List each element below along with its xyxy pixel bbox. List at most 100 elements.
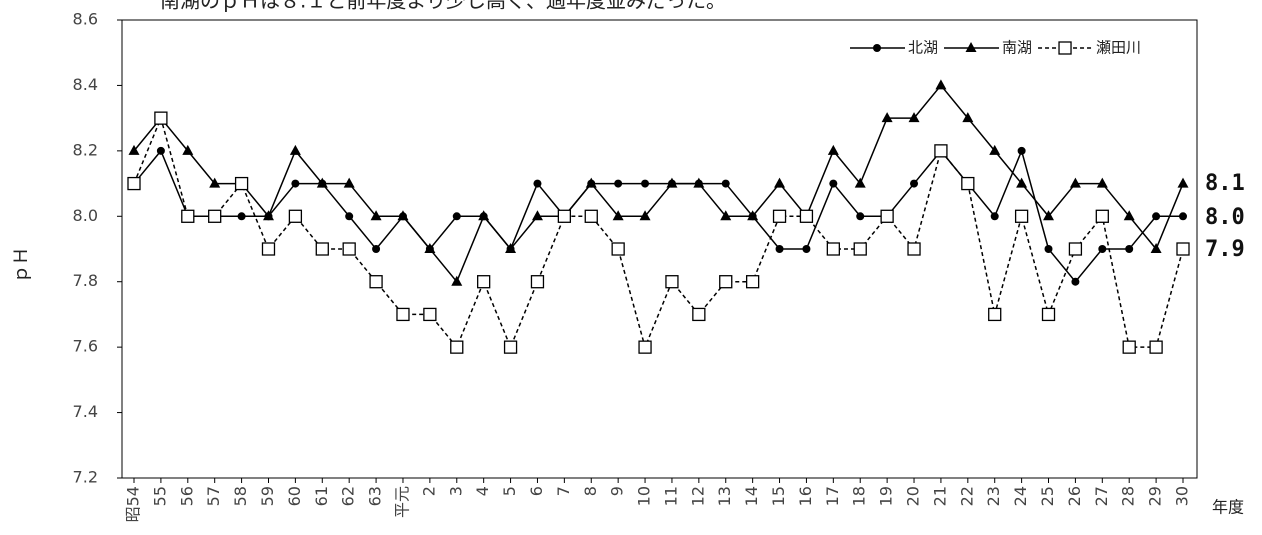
y-tick-label: 7.6 [73,337,98,356]
marker [1017,146,1026,155]
marker [747,210,759,221]
marker [531,210,543,221]
marker [208,209,222,223]
marker [638,340,652,354]
annotation: 7.9 [1205,237,1245,262]
x-tick-label: 6 [527,486,546,496]
marker [775,245,784,253]
x-tick-label: 56 [177,486,196,506]
marker [450,340,464,354]
marker [505,243,517,253]
marker [1016,177,1028,188]
x-tick-label: 13 [715,486,734,506]
marker [1044,245,1053,253]
marker [397,210,409,221]
legend-label: 瀬田川 [1096,39,1141,57]
y-tick-label: 7.2 [73,468,98,487]
x-tick-label: 8 [581,486,600,496]
marker [873,44,881,52]
marker [261,242,276,256]
marker [1150,243,1162,253]
marker [1041,307,1056,322]
marker [989,144,1001,155]
x-tick-label: 15 [769,486,788,506]
marker [234,176,249,191]
x-tick-label: 26 [1065,486,1084,506]
marker [291,179,300,188]
marker [127,176,141,191]
x-tick-label: 平元 [392,486,411,518]
x-tick-label: 4 [473,486,492,496]
marker [720,210,732,221]
x-tick-label: 昭54 [124,486,143,522]
x-tick-label: 58 [231,486,250,506]
y-tick-label: 8.4 [73,75,98,94]
marker [585,177,597,188]
marker [693,177,705,188]
x-tick-label: 61 [312,486,331,506]
marker [1152,212,1161,221]
marker [1014,209,1029,223]
legend-label: 南湖 [1002,39,1032,57]
marker [315,242,329,256]
marker [910,179,919,188]
marker [826,242,840,256]
x-axis-label: 年度 [1212,498,1244,517]
x-tick-label: 23 [984,486,1003,506]
marker [856,212,865,221]
x-tick-label: 12 [688,486,707,506]
marker [1149,340,1163,354]
marker [316,177,328,188]
marker [881,112,893,123]
marker [692,307,706,322]
marker [908,112,920,123]
marker [1096,177,1108,188]
marker [827,144,839,155]
x-tick-label: 10 [635,486,654,506]
x-tick-label: 9 [608,486,627,496]
annotation: 8.1 [1205,171,1245,196]
marker [988,307,1002,322]
marker [342,242,356,256]
marker [345,212,354,221]
legend-label: 北湖 [908,39,938,57]
y-tick-label: 8.0 [73,206,98,225]
x-tick-label: 63 [366,486,385,506]
series-line [133,115,1184,350]
marker [396,307,410,322]
marker [745,275,760,289]
marker [451,275,463,286]
x-tick-label: 22 [957,486,976,506]
marker [934,144,948,158]
x-tick-label: 3 [446,486,465,496]
x-tick-label: 16 [796,486,815,506]
marker [1058,41,1072,55]
marker [880,209,894,223]
marker [990,212,999,221]
marker [829,179,838,188]
marker [424,243,436,253]
x-tick-label: 17 [823,486,842,506]
marker [1068,242,1083,256]
marker [962,112,974,123]
marker [154,111,168,125]
marker [1069,177,1081,188]
x-tick-label: 62 [339,486,358,506]
marker [530,275,545,289]
marker [641,179,650,188]
marker [614,179,623,188]
marker [666,177,678,188]
marker [1179,212,1187,221]
marker [772,209,787,223]
marker [452,212,461,221]
marker [343,177,355,188]
marker [478,210,490,221]
marker [1095,209,1109,223]
marker [854,177,866,188]
marker [370,210,382,221]
marker [237,212,246,221]
marker [477,275,491,289]
marker [961,176,975,191]
x-tick-label: 28 [1119,486,1138,506]
chart-title: 南湖のｐＨは８.１と前年度より少し高く、過年度並みだった。 [160,0,726,13]
